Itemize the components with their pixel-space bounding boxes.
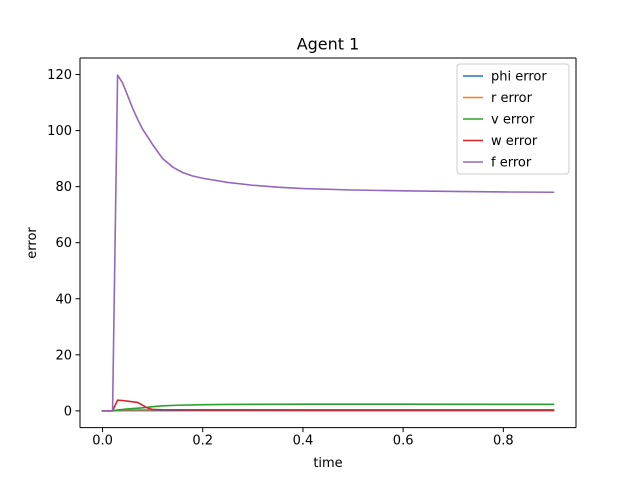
legend-label: phi error (491, 70, 547, 85)
legend-label: r error (491, 91, 533, 106)
x-tick-label: 0.0 (92, 434, 113, 449)
legend: phi error r error v error w error f error (457, 64, 569, 174)
legend-label: v error (491, 113, 535, 128)
y-tick-label: 100 (47, 124, 72, 139)
x-tick-label: 0.8 (493, 434, 514, 449)
legend-label: w error (491, 134, 538, 149)
chart-title: Agent 1 (297, 35, 360, 54)
x-axis-label: time (313, 456, 342, 471)
y-tick-label: 80 (55, 180, 72, 195)
y-tick-label: 40 (55, 292, 72, 307)
x-tick-label: 0.2 (192, 434, 213, 449)
y-tick-label: 60 (55, 236, 72, 251)
x-tick-label: 0.6 (393, 434, 414, 449)
y-tick-label: 120 (47, 68, 72, 83)
y-axis-label: error (25, 227, 40, 259)
x-tick-label: 0.4 (293, 434, 314, 449)
y-tick-label: 20 (55, 348, 72, 363)
y-tick-label: 0 (64, 404, 72, 419)
legend-label: f error (491, 156, 532, 171)
